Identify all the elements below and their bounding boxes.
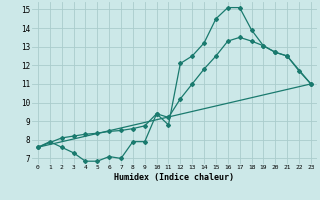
X-axis label: Humidex (Indice chaleur): Humidex (Indice chaleur): [115, 173, 234, 182]
